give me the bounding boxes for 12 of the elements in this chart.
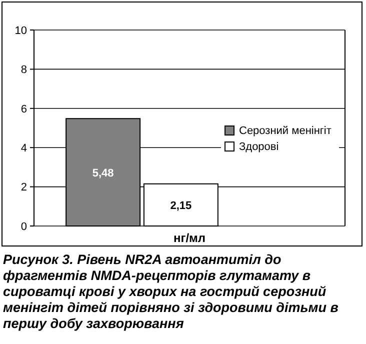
- y-tick-label: 8: [20, 64, 27, 76]
- x-axis-title: нг/мл: [173, 231, 206, 245]
- legend-label: Здорові: [239, 141, 279, 153]
- text: Рисунок 3. Рівень NR2A автоантитіл до фрагментів NMDA-рецепторів глутамату в сироватці крові у хворих на гострий серозний менінгіт дітей порівняно зі здоровими дітьми в першу добу захворювання: [3, 252, 338, 331]
- y-tick-label: 6: [20, 103, 27, 116]
- y-tick-label: 2: [20, 182, 27, 194]
- y-tick-label: 10: [14, 24, 27, 37]
- y-tick-label: 4: [20, 142, 27, 154]
- data-label: 2,15: [170, 200, 192, 212]
- legend-label: Серозний менінгіт: [239, 125, 332, 137]
- data-label: 5,48: [92, 167, 114, 180]
- y-tick-label: 0: [20, 220, 27, 233]
